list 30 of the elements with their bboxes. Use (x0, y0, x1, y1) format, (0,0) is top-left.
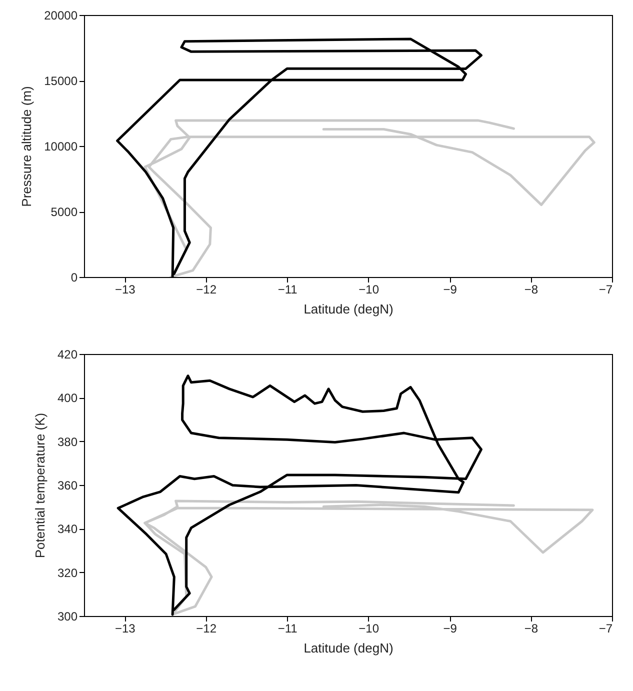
y-tick-label: 5000 (50, 205, 78, 219)
x-tick-label: −8 (524, 622, 538, 636)
y-tick-label: 300 (57, 610, 78, 624)
y-axis-title: Pressure altitude (m) (19, 86, 34, 207)
y-axis-title: Potential temperature (K) (32, 412, 48, 558)
x-tick-label: −12 (196, 622, 217, 636)
x-tick-label: −12 (196, 282, 217, 296)
y-tick-label: 380 (57, 434, 78, 449)
x-tick-label: −13 (114, 282, 136, 296)
x-tick-label: −10 (358, 282, 380, 296)
x-tick-label: −11 (278, 622, 298, 636)
x-tick-label: −11 (278, 282, 298, 296)
y-tick-label: 360 (57, 478, 78, 492)
y-tick-label: 320 (57, 566, 78, 580)
x-tick-label: −13 (114, 622, 136, 636)
x-tick-label: −7 (598, 622, 613, 636)
y-tick-label: 10000 (44, 140, 78, 154)
y-tick-label: 0 (70, 270, 78, 284)
y-tick-label: 20000 (44, 8, 78, 22)
x-tick-label: −9 (443, 622, 458, 636)
x-axis-title: Latitude (degN) (304, 302, 394, 316)
y-tick-label: 400 (57, 391, 78, 406)
x-axis-title: Latitude (degN) (304, 640, 394, 656)
x-tick-label: −10 (358, 622, 380, 636)
x-tick-label: −9 (443, 282, 458, 296)
x-tick-label: −7 (598, 282, 613, 296)
x-tick-label: −8 (524, 282, 538, 296)
y-tick-label: 420 (57, 348, 78, 362)
y-tick-label: 15000 (44, 74, 78, 88)
y-tick-label: 340 (57, 522, 78, 536)
